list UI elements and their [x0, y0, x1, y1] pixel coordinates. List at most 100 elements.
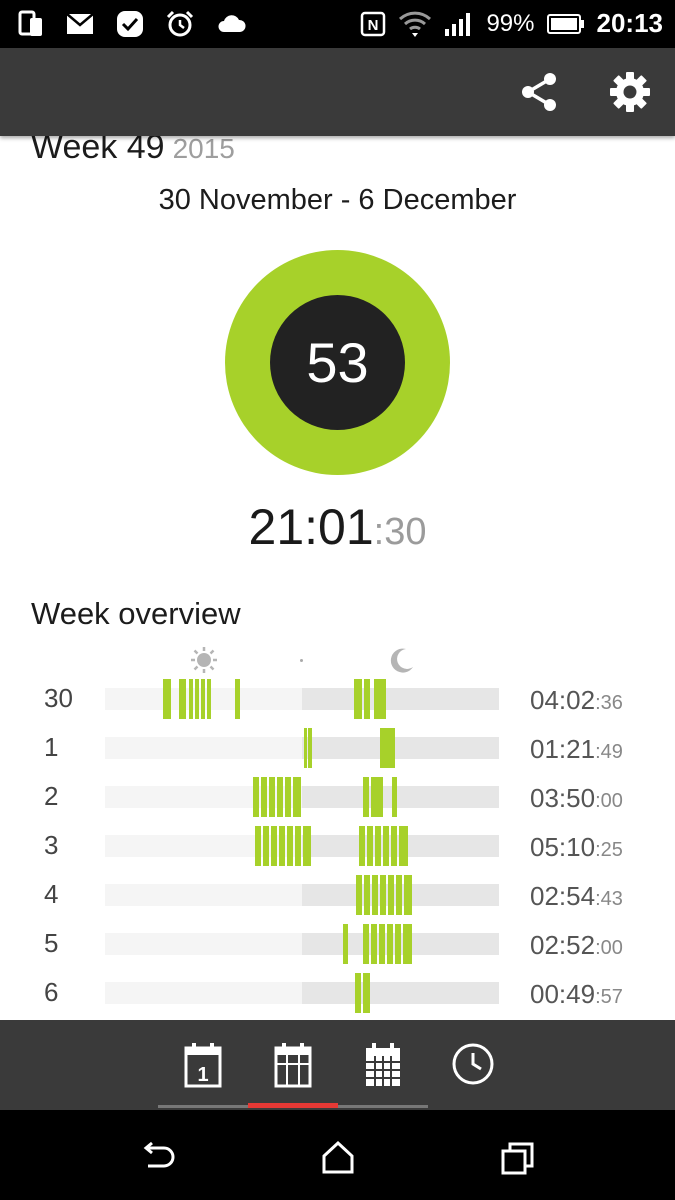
- week-overview-title: Week overview: [31, 596, 241, 631]
- week-overview-row: 3 05:10:25: [0, 826, 675, 866]
- week-year: 2015: [172, 136, 235, 164]
- row-duration-seconds: :00: [595, 937, 623, 959]
- back-button[interactable]: [138, 1138, 178, 1178]
- sleep-segment: [271, 826, 277, 866]
- row-duration-main: 01:21: [530, 734, 596, 764]
- tab-clock[interactable]: [428, 1042, 518, 1098]
- week-overview-row: 1 01:21:49: [0, 728, 675, 768]
- sleep-segment: [391, 826, 397, 866]
- day-calendar-icon: 1: [184, 1043, 222, 1088]
- week-overview-row: 5 02:52:00: [0, 924, 675, 964]
- row-duration: 05:10:25: [530, 832, 623, 863]
- week-overview-row: 2 03:50:00: [0, 777, 675, 817]
- row-day-label: 3: [44, 830, 59, 860]
- status-bar-system: N 99% 20:13: [360, 8, 663, 39]
- clock-icon: [452, 1043, 494, 1085]
- sleep-segment: [372, 875, 378, 915]
- row-duration-main: 04:02: [530, 685, 596, 715]
- sleep-segment: [374, 679, 380, 719]
- sleep-segment: [304, 728, 307, 768]
- status-time: 20:13: [596, 8, 664, 38]
- sleep-segment: [364, 679, 370, 719]
- sleep-segment: [235, 679, 240, 719]
- sleep-segment: [287, 826, 293, 866]
- cloud-icon: [218, 15, 246, 32]
- active-tab-indicator: [248, 1103, 338, 1108]
- month-calendar-icon: [366, 1043, 400, 1086]
- sleep-segment: [395, 924, 401, 964]
- svg-text:1: 1: [197, 1064, 208, 1086]
- row-duration-seconds: :49: [595, 741, 623, 763]
- sleep-segment: [261, 777, 267, 817]
- share-button[interactable]: [518, 70, 562, 114]
- sleep-timeline-track: [105, 737, 499, 759]
- sleep-segment: [371, 924, 377, 964]
- total-time-main: 21:01: [248, 499, 374, 555]
- row-day-label: 4: [44, 879, 59, 909]
- week-overview-row: 30 04:02:36: [0, 679, 675, 719]
- row-duration-seconds: :57: [595, 986, 623, 1008]
- home-icon: [322, 1140, 354, 1174]
- score-value: 53: [270, 295, 405, 430]
- sleep-segment: [163, 679, 171, 719]
- sleep-segment: [293, 777, 301, 817]
- row-duration: 00:49:57: [530, 979, 623, 1010]
- settings-button[interactable]: [608, 70, 652, 114]
- sleep-segment: [387, 924, 393, 964]
- sleep-segment: [388, 728, 395, 768]
- sleep-segment: [383, 826, 389, 866]
- midday-marker: [300, 659, 303, 662]
- home-button[interactable]: [318, 1138, 358, 1178]
- row-duration-main: 03:50: [530, 783, 596, 813]
- row-duration-seconds: :00: [595, 790, 623, 812]
- sleep-segment: [367, 826, 373, 866]
- week-calendar-icon: [274, 1043, 312, 1088]
- week-heading: Week 49 2015: [31, 136, 235, 167]
- sleep-timeline-track: [105, 982, 499, 1004]
- sleep-segment: [403, 924, 412, 964]
- recents-icon: [501, 1142, 534, 1175]
- total-sleep-time: 21:01:30: [0, 498, 675, 556]
- sleep-segment: [179, 679, 186, 719]
- settings-icon: [610, 72, 650, 112]
- app-bar: [0, 48, 675, 136]
- sleep-bars: [105, 679, 499, 719]
- recents-button[interactable]: [498, 1138, 538, 1178]
- row-duration-seconds: :36: [595, 692, 623, 714]
- sleep-segment: [404, 875, 412, 915]
- sleep-segment: [354, 679, 362, 719]
- sleep-segment: [375, 826, 381, 866]
- sleep-segment: [356, 875, 362, 915]
- sleep-segment: [363, 924, 369, 964]
- row-duration: 03:50:00: [530, 783, 623, 814]
- sleep-segment: [253, 777, 259, 817]
- sleep-segment: [380, 679, 386, 719]
- nfc-icon: N: [361, 11, 386, 36]
- check-badge-icon: [117, 11, 143, 37]
- system-nav-bar: [0, 1110, 675, 1200]
- wifi-icon: [399, 11, 432, 37]
- sleep-segment: [380, 728, 388, 768]
- sleep-segment: [379, 924, 385, 964]
- week-overview-row: 4 02:54:43: [0, 875, 675, 915]
- sleep-bars: [105, 826, 499, 866]
- sleep-segment: [207, 679, 211, 719]
- sleep-segment: [377, 777, 383, 817]
- row-day-label: 2: [44, 781, 59, 811]
- status-bar: N 99% 20:13: [0, 0, 675, 48]
- tab-month[interactable]: [338, 1042, 428, 1098]
- row-duration-main: 00:49: [530, 979, 596, 1009]
- week-summary-content: Week 49 2015 30 November - 6 December 5 3 …: [0, 136, 675, 1020]
- sleep-bars: [105, 728, 499, 768]
- svg-text:N: N: [368, 17, 379, 34]
- sleep-segment: [277, 777, 283, 817]
- sleep-segment: [343, 924, 348, 964]
- row-duration: 02:54:43: [530, 881, 623, 912]
- week-label: Week 49: [31, 136, 165, 166]
- tab-day[interactable]: 1: [158, 1042, 248, 1098]
- sleep-bars: [105, 973, 499, 1013]
- sleep-segment: [371, 777, 377, 817]
- tab-week[interactable]: [248, 1042, 338, 1098]
- row-duration: 01:21:49: [530, 734, 623, 765]
- row-duration-main: 02:54: [530, 881, 596, 911]
